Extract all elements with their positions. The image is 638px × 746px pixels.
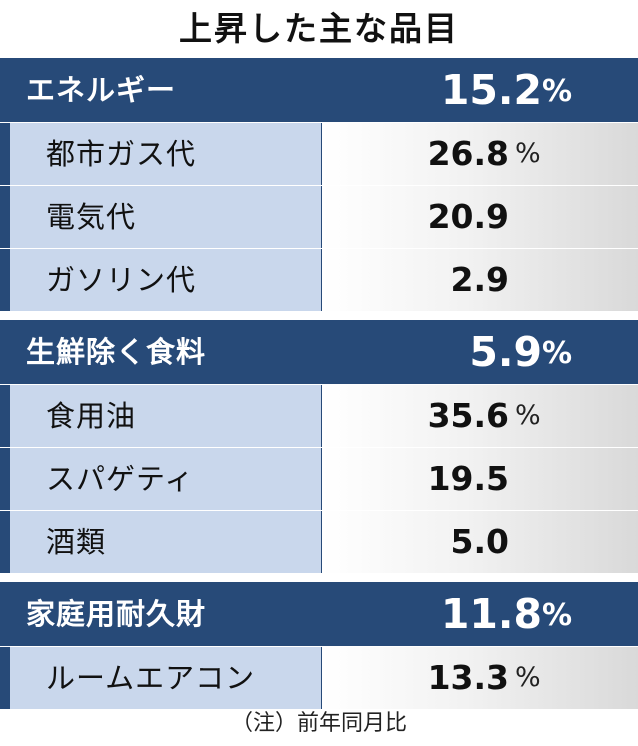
table-row: 酒類 5.0 <box>0 510 638 573</box>
row-label-cell: ルームエアコン <box>10 647 321 709</box>
row-value: 5.0 <box>450 522 509 561</box>
row-label: ガソリン代 <box>46 263 197 297</box>
row-label: 酒類 <box>46 525 107 559</box>
group-value: 11.8 <box>440 590 542 638</box>
row-unit: % <box>515 138 541 169</box>
table-row: ルームエアコン 13.3% <box>0 646 638 709</box>
group-value: 5.9 <box>469 328 542 376</box>
row-label-cell: 都市ガス代 <box>10 123 321 185</box>
table-row: スパゲティ 19.5 <box>0 447 638 510</box>
row-label-cell: 酒類 <box>10 511 321 573</box>
row-value: 35.6 <box>427 396 509 435</box>
row-unit: % <box>515 400 541 431</box>
footnote: （注）前年同月比 <box>230 711 407 736</box>
group-unit: % <box>542 336 573 371</box>
table-row: ガソリン代 2.9 <box>0 248 638 311</box>
group-food: 生鮮除く食料 5.9 % 食用油 35.6% スパゲティ 19.5 酒類 5.0 <box>0 320 638 573</box>
chart-title: 上昇した主な品目 <box>179 9 459 48</box>
group-category: 家庭用耐久財 <box>26 597 207 631</box>
price-table: エネルギー 15.2 % 都市ガス代 26.8% 電気代 20.9 ガソリン代 … <box>0 58 638 709</box>
group-energy: エネルギー 15.2 % 都市ガス代 26.8% 電気代 20.9 ガソリン代 … <box>0 58 638 311</box>
group-durables: 家庭用耐久財 11.8 % ルームエアコン 13.3% <box>0 582 638 709</box>
table-row: 電気代 20.9 <box>0 185 638 248</box>
row-value-cell: 13.3% <box>322 647 638 709</box>
row-value-cell: 19.5 <box>322 448 638 510</box>
row-value: 2.9 <box>450 260 509 299</box>
group-category: 生鮮除く食料 <box>26 335 207 369</box>
row-unit: % <box>515 662 541 693</box>
row-label: ルームエアコン <box>46 661 256 695</box>
row-value: 20.9 <box>427 197 509 236</box>
group-category: エネルギー <box>26 73 177 107</box>
row-value-cell: 5.0 <box>322 511 638 573</box>
row-label: 都市ガス代 <box>46 137 197 171</box>
row-value: 19.5 <box>427 459 509 498</box>
row-label: スパゲティ <box>46 462 195 496</box>
row-value: 26.8 <box>427 134 509 173</box>
group-unit: % <box>542 598 573 633</box>
row-label: 電気代 <box>46 200 137 234</box>
row-value-cell: 35.6% <box>322 385 638 447</box>
table-row: 食用油 35.6% <box>0 384 638 447</box>
row-value: 13.3 <box>427 658 509 697</box>
group-header: 家庭用耐久財 11.8 % <box>0 582 638 646</box>
row-label: 食用油 <box>46 399 137 433</box>
row-label-cell: 電気代 <box>10 186 321 248</box>
group-header: 生鮮除く食料 5.9 % <box>0 320 638 384</box>
group-value: 15.2 <box>440 66 542 114</box>
group-divider <box>0 573 638 582</box>
group-divider <box>0 311 638 320</box>
table-row: 都市ガス代 26.8% <box>0 122 638 185</box>
group-header: エネルギー 15.2 % <box>0 58 638 122</box>
row-label-cell: ガソリン代 <box>10 249 321 311</box>
group-unit: % <box>542 74 573 109</box>
row-value-cell: 26.8% <box>322 123 638 185</box>
row-value-cell: 2.9 <box>322 249 638 311</box>
row-value-cell: 20.9 <box>322 186 638 248</box>
row-label-cell: スパゲティ <box>10 448 321 510</box>
row-label-cell: 食用油 <box>10 385 321 447</box>
